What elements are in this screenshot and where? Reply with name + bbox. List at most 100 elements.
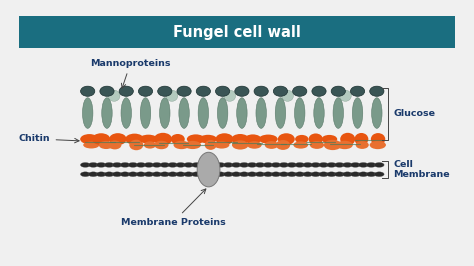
Ellipse shape <box>119 86 133 96</box>
Ellipse shape <box>343 163 352 167</box>
Ellipse shape <box>102 98 112 128</box>
Ellipse shape <box>187 134 205 144</box>
Ellipse shape <box>331 86 346 96</box>
Ellipse shape <box>352 98 363 128</box>
Ellipse shape <box>311 172 320 177</box>
Ellipse shape <box>196 86 210 96</box>
Ellipse shape <box>168 163 178 167</box>
Ellipse shape <box>92 133 110 145</box>
Ellipse shape <box>208 172 218 177</box>
Ellipse shape <box>295 163 305 167</box>
Ellipse shape <box>160 163 170 167</box>
Ellipse shape <box>327 172 337 177</box>
Ellipse shape <box>83 142 100 148</box>
Ellipse shape <box>139 135 158 144</box>
Ellipse shape <box>214 141 229 149</box>
Ellipse shape <box>333 98 344 128</box>
Ellipse shape <box>231 172 241 177</box>
Ellipse shape <box>370 141 386 149</box>
Ellipse shape <box>309 134 323 145</box>
Ellipse shape <box>179 98 189 128</box>
Ellipse shape <box>265 141 278 149</box>
Ellipse shape <box>152 163 162 167</box>
Ellipse shape <box>171 134 185 144</box>
Ellipse shape <box>247 141 262 149</box>
Ellipse shape <box>144 141 156 149</box>
Ellipse shape <box>366 172 376 177</box>
Ellipse shape <box>239 172 249 177</box>
Ellipse shape <box>129 140 143 150</box>
Ellipse shape <box>108 140 121 149</box>
Ellipse shape <box>120 163 130 167</box>
Ellipse shape <box>327 163 337 167</box>
Ellipse shape <box>335 163 345 167</box>
Ellipse shape <box>294 98 305 128</box>
Ellipse shape <box>121 98 131 128</box>
Ellipse shape <box>128 172 138 177</box>
Ellipse shape <box>109 133 127 145</box>
Ellipse shape <box>168 172 178 177</box>
Ellipse shape <box>184 141 201 149</box>
Ellipse shape <box>216 86 230 96</box>
Ellipse shape <box>176 172 185 177</box>
Ellipse shape <box>152 172 162 177</box>
Ellipse shape <box>136 172 146 177</box>
Ellipse shape <box>231 134 249 144</box>
Ellipse shape <box>88 163 98 167</box>
Ellipse shape <box>80 134 99 144</box>
Ellipse shape <box>282 90 293 101</box>
Ellipse shape <box>183 172 193 177</box>
Ellipse shape <box>350 172 360 177</box>
Text: Cell
Membrane: Cell Membrane <box>393 160 450 179</box>
Ellipse shape <box>232 140 248 149</box>
Ellipse shape <box>343 172 352 177</box>
Ellipse shape <box>81 172 90 177</box>
Ellipse shape <box>358 163 368 167</box>
Ellipse shape <box>314 98 324 128</box>
Ellipse shape <box>205 140 217 150</box>
Ellipse shape <box>191 172 201 177</box>
Ellipse shape <box>370 86 384 96</box>
Ellipse shape <box>158 86 172 96</box>
Ellipse shape <box>259 135 278 144</box>
Ellipse shape <box>108 90 120 101</box>
Text: Chitin: Chitin <box>19 134 79 143</box>
Ellipse shape <box>255 172 265 177</box>
Ellipse shape <box>255 163 265 167</box>
Ellipse shape <box>199 135 217 143</box>
Ellipse shape <box>125 134 144 145</box>
Ellipse shape <box>319 172 328 177</box>
Text: Mannoproteins: Mannoproteins <box>90 59 171 88</box>
Ellipse shape <box>273 86 288 96</box>
Ellipse shape <box>254 86 268 96</box>
Ellipse shape <box>237 98 247 128</box>
Ellipse shape <box>239 163 249 167</box>
Ellipse shape <box>215 163 225 167</box>
Ellipse shape <box>231 163 241 167</box>
Text: Membrane Proteins: Membrane Proteins <box>121 189 226 227</box>
Ellipse shape <box>324 140 342 150</box>
Ellipse shape <box>295 135 309 143</box>
Ellipse shape <box>293 141 308 149</box>
Ellipse shape <box>224 90 236 101</box>
Ellipse shape <box>247 163 257 167</box>
Ellipse shape <box>128 163 138 167</box>
Ellipse shape <box>263 172 273 177</box>
Ellipse shape <box>278 133 295 145</box>
Ellipse shape <box>216 133 233 145</box>
Ellipse shape <box>112 172 122 177</box>
Ellipse shape <box>223 163 233 167</box>
Ellipse shape <box>200 172 210 177</box>
Ellipse shape <box>183 163 193 167</box>
Ellipse shape <box>287 172 297 177</box>
Ellipse shape <box>208 163 218 167</box>
Text: Fungel cell wall: Fungel cell wall <box>173 25 301 40</box>
Ellipse shape <box>292 86 307 96</box>
Ellipse shape <box>120 172 130 177</box>
Ellipse shape <box>312 86 326 96</box>
Ellipse shape <box>247 172 257 177</box>
Ellipse shape <box>81 163 90 167</box>
Ellipse shape <box>82 98 93 128</box>
Ellipse shape <box>223 172 233 177</box>
Ellipse shape <box>144 172 154 177</box>
